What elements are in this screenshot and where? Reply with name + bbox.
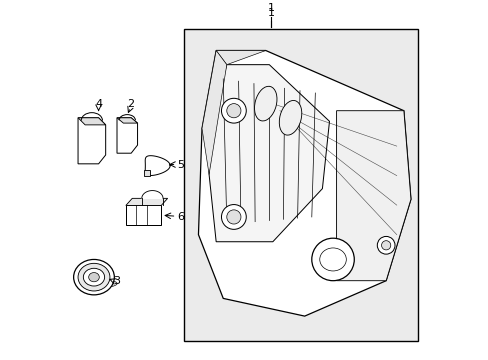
Polygon shape [142, 190, 163, 198]
Text: 2: 2 [127, 99, 134, 109]
Polygon shape [78, 118, 105, 164]
Text: 1: 1 [267, 8, 274, 18]
Ellipse shape [254, 86, 276, 121]
Polygon shape [209, 65, 329, 242]
Circle shape [221, 204, 246, 229]
Ellipse shape [76, 279, 117, 288]
Circle shape [221, 98, 246, 123]
Text: 6: 6 [177, 212, 184, 222]
Polygon shape [216, 50, 265, 65]
Polygon shape [117, 118, 137, 123]
Text: 1: 1 [267, 3, 274, 13]
Polygon shape [145, 156, 170, 176]
Polygon shape [336, 111, 410, 281]
Polygon shape [78, 118, 105, 125]
Bar [125, 206, 161, 225]
Polygon shape [143, 170, 150, 176]
Ellipse shape [74, 260, 114, 295]
Circle shape [226, 104, 241, 118]
Polygon shape [125, 198, 167, 206]
Ellipse shape [279, 100, 301, 135]
Text: 4: 4 [95, 99, 102, 109]
Bar [184, 29, 417, 341]
Text: 3: 3 [113, 276, 120, 287]
Circle shape [311, 238, 354, 281]
Polygon shape [198, 50, 410, 316]
Circle shape [226, 210, 241, 224]
Ellipse shape [83, 268, 104, 286]
Circle shape [377, 237, 394, 254]
Circle shape [381, 241, 390, 250]
Ellipse shape [78, 264, 110, 291]
Polygon shape [117, 118, 137, 153]
Ellipse shape [88, 273, 99, 282]
Text: 5: 5 [177, 159, 184, 170]
Polygon shape [202, 50, 226, 175]
